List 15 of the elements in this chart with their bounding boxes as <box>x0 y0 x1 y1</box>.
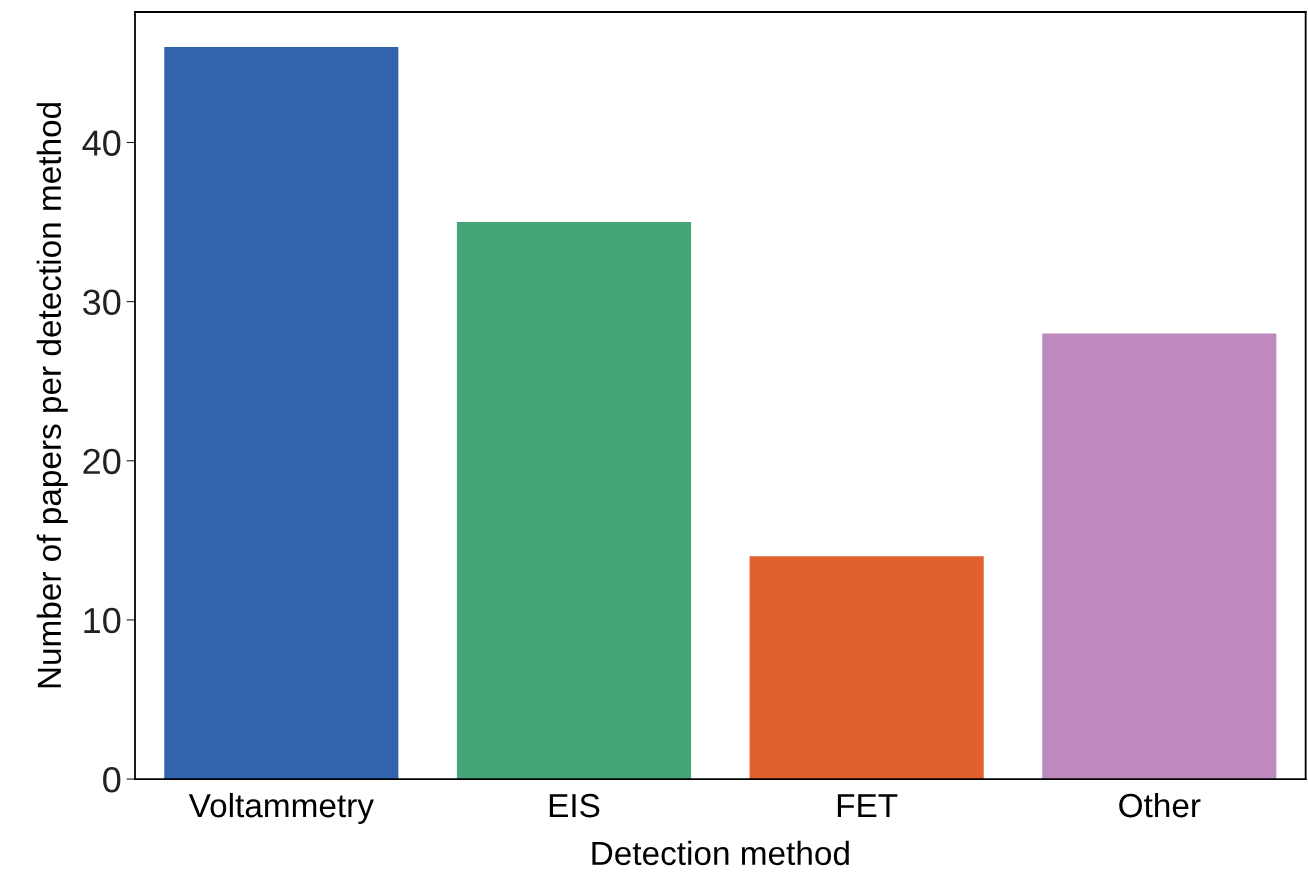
y-tick-label: 40 <box>82 130 121 156</box>
bar <box>456 222 692 780</box>
x-tick-label: FET <box>837 794 898 818</box>
y-axis-title: Number of papers per detection method <box>36 103 68 688</box>
bar <box>749 556 984 780</box>
y-tick-label: 0 <box>103 766 121 793</box>
bar <box>164 47 399 780</box>
x-axis-title: Detection method <box>592 840 849 866</box>
y-tick-label: 20 <box>83 448 121 475</box>
bar <box>1042 333 1277 780</box>
y-tick-label: 30 <box>83 289 121 316</box>
x-tick-label: EIS <box>549 793 600 818</box>
x-tick-label: Voltammetry <box>188 792 374 824</box>
y-tick-label: 10 <box>84 607 121 634</box>
x-tick-label: Other <box>1119 792 1201 818</box>
